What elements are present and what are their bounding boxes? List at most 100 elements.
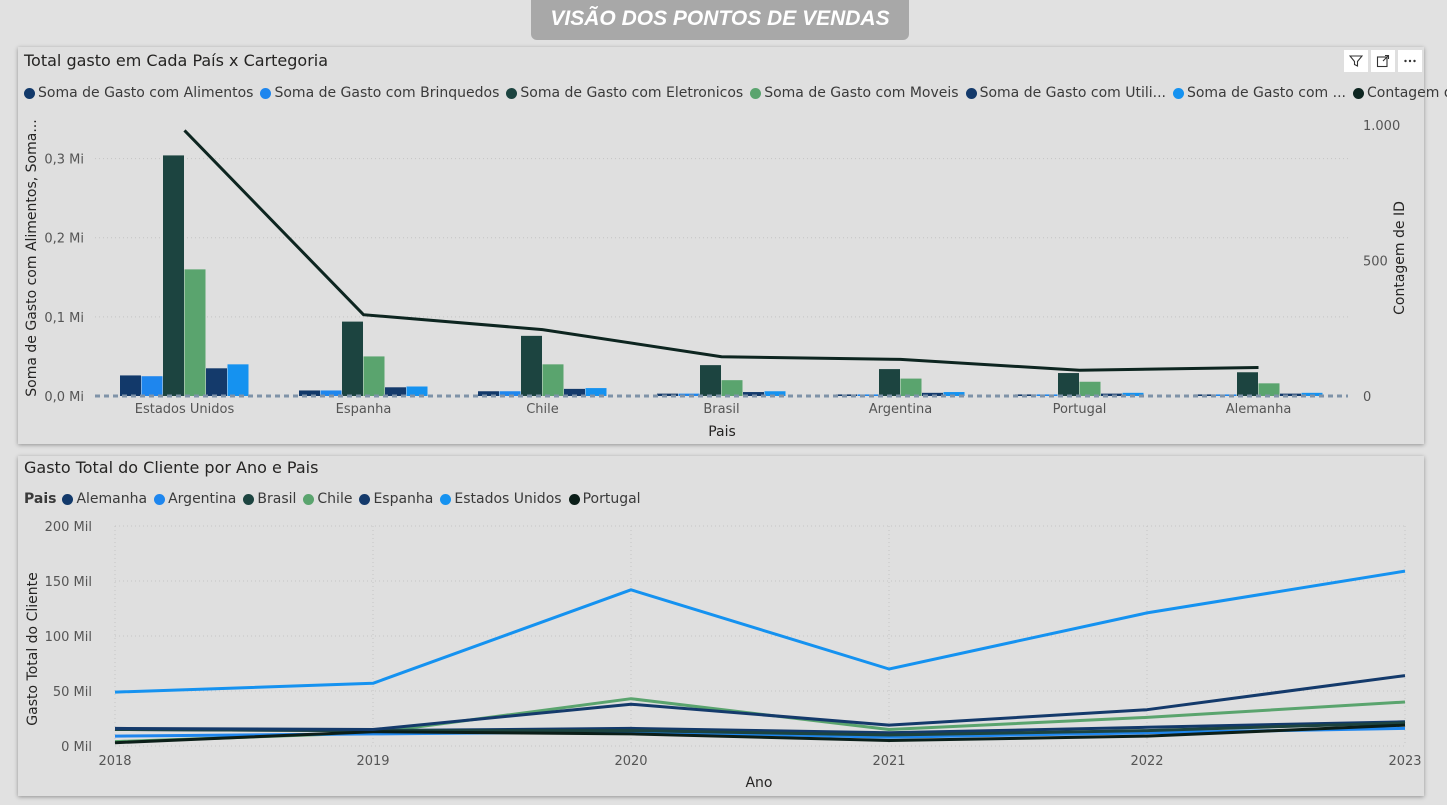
bar [1237, 372, 1258, 396]
legend-item[interactable]: Soma de Gasto com Moveis [750, 85, 959, 101]
legend-item[interactable]: Brasil [243, 491, 296, 507]
legend-item[interactable]: Soma de Gasto com Alimentos [24, 85, 253, 101]
count-line [183, 129, 1259, 372]
x-tick-label: Alemanha [1226, 402, 1292, 417]
legend-item[interactable]: Chile [303, 491, 352, 507]
bar [700, 365, 721, 396]
legend-item[interactable]: Soma de Gasto com Utili... [965, 85, 1166, 101]
legend-item[interactable]: Soma de Gasto com Brinquedos [260, 85, 499, 101]
bar [743, 392, 764, 396]
more-options-icon[interactable] [1398, 50, 1422, 72]
bar [320, 390, 342, 396]
line-chart-series [114, 569, 1406, 745]
bar [1101, 393, 1122, 396]
y-tick-label: 0,0 Mi [44, 390, 84, 405]
line-chart-x-axis: 2018 2019 2020 2021 2022 2023 [98, 754, 1421, 769]
legend-dot [568, 493, 580, 505]
y2-tick-label: 500 [1363, 255, 1388, 270]
legend-dot [440, 493, 452, 505]
x-tick-label: 2022 [1130, 754, 1163, 769]
legend-dot [24, 87, 35, 99]
legend-item[interactable]: Argentina [154, 491, 236, 507]
legend-dot [1352, 87, 1364, 99]
legend-item[interactable]: Estados Unidos [440, 491, 562, 507]
line-chart-x-axis-title: Ano [745, 775, 772, 791]
y-tick-label: 150 Mil [45, 575, 92, 590]
bar-chart-count-line [183, 129, 1259, 372]
legend-dot [359, 493, 371, 505]
y-tick-label: 0,2 Mi [44, 232, 84, 247]
report-banner: VISÃO DOS PONTOS DE VENDAS [531, 0, 909, 40]
x-tick-label: Estados Unidos [135, 402, 235, 417]
line-chart-panel[interactable]: Gasto Total do Cliente por Ano e Pais Pa… [18, 456, 1424, 796]
line-chart-gridlines [114, 525, 1406, 747]
line-chart-legend: Pais Alemanha Argentina Brasil Chile Esp… [24, 491, 648, 507]
bar [542, 364, 564, 396]
bar [922, 392, 943, 396]
legend-item[interactable]: Espanha [359, 491, 433, 507]
legend-dot [243, 493, 255, 505]
legend-item[interactable]: Soma de Gasto com ... [1172, 85, 1346, 101]
legend-dot [62, 493, 74, 505]
bar [900, 378, 922, 396]
legend-dot [154, 493, 166, 505]
bar [1058, 373, 1079, 396]
bar-chart-y2-axis: 0 500 1.000 [1363, 119, 1400, 405]
series-line [114, 569, 1406, 694]
visual-toolbar [1341, 50, 1422, 72]
legend-item[interactable]: Portugal [568, 491, 641, 507]
series-line [114, 674, 1406, 731]
x-tick-label: 2019 [356, 754, 389, 769]
x-tick-label: 2021 [872, 754, 905, 769]
legend-item[interactable]: Soma de Gasto com Eletronicos [506, 85, 743, 101]
y-tick-label: 0,3 Mi [44, 153, 84, 168]
legend-title: Pais [24, 491, 57, 507]
bar [163, 155, 184, 396]
bar-chart-gridlines [95, 158, 1348, 318]
legend-item[interactable]: Contagem de ID [1352, 85, 1447, 101]
x-tick-label: Argentina [869, 402, 932, 417]
bar [1215, 394, 1237, 396]
bar [406, 386, 428, 396]
bar-chart-legend: Soma de Gasto com Alimentos Soma de Gast… [24, 85, 1447, 101]
bar [721, 380, 743, 396]
x-tick-label: 2023 [1388, 754, 1421, 769]
focus-mode-icon[interactable] [1371, 50, 1395, 72]
y-tick-label: 50 Mil [53, 685, 92, 700]
legend-dot [1172, 87, 1184, 99]
bar-chart-x-axis: Estados Unidos Espanha Chile Brasil Argentin… [135, 402, 1292, 417]
bar [1036, 394, 1058, 396]
bar [499, 391, 521, 396]
legend-dot [260, 87, 272, 99]
bar-chart-y2-axis-title: Contagem de ID [1392, 201, 1408, 315]
bar-chart-bars [95, 155, 1348, 398]
bar [206, 368, 227, 396]
y-tick-label: 100 Mil [45, 630, 92, 645]
bar [342, 321, 363, 396]
y2-tick-label: 0 [1363, 390, 1371, 405]
bar [363, 356, 385, 396]
x-tick-label: 2018 [98, 754, 131, 769]
line-chart-title: Gasto Total do Cliente por Ano e Pais [24, 458, 319, 477]
bar [943, 392, 965, 396]
x-tick-label: Portugal [1053, 402, 1107, 417]
bar [120, 375, 141, 396]
bar [1258, 383, 1280, 396]
line-chart-y-axis-title: Gasto Total do Cliente [25, 572, 41, 725]
bar-chart-y-axis-title: Soma de Gasto com Alimentos, Soma... [24, 119, 40, 396]
bar-chart-panel[interactable]: Total gasto em Cada País x Cartegoria So… [18, 47, 1447, 444]
bar [1122, 392, 1144, 396]
legend-item[interactable]: Alemanha [62, 491, 147, 507]
bar [857, 394, 879, 396]
x-tick-label: Espanha [336, 402, 392, 417]
bar [184, 269, 206, 396]
legend-dot [303, 493, 315, 505]
bar-chart-y-axis: 0,0 Mi 0,1 Mi 0,2 Mi 0,3 Mi [44, 153, 84, 405]
y-tick-label: 200 Mil [45, 520, 92, 535]
line-chart-y-axis: 0 Mil 50 Mil 100 Mil 150 Mil 200 Mil [45, 520, 92, 755]
filter-icon[interactable] [1344, 50, 1368, 72]
bar [657, 393, 678, 396]
bar [764, 391, 786, 396]
legend-dot [750, 87, 762, 99]
